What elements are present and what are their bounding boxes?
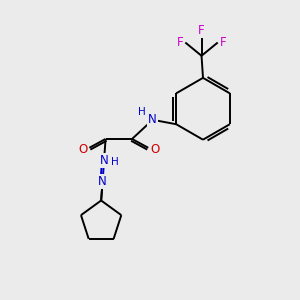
Text: F: F: [198, 24, 205, 37]
Text: N: N: [148, 113, 157, 126]
Text: H: H: [139, 106, 146, 117]
Text: N: N: [100, 154, 109, 167]
Text: H: H: [111, 157, 119, 166]
Text: O: O: [150, 143, 159, 156]
Text: F: F: [220, 36, 226, 49]
Text: F: F: [177, 36, 183, 49]
Text: N: N: [98, 175, 107, 188]
Text: O: O: [78, 143, 88, 156]
